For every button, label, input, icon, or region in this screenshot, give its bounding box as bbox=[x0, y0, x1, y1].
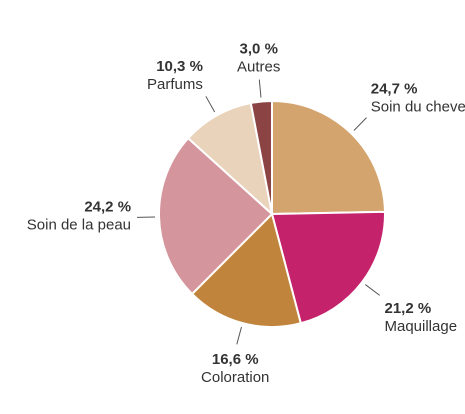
data-label: 24,2 % bbox=[84, 199, 131, 216]
data-label: 3,0 % bbox=[240, 41, 278, 58]
category-label: Maquillage bbox=[384, 318, 457, 335]
pie-slice bbox=[158, 136, 274, 296]
data-label: 16,6 % bbox=[212, 351, 259, 368]
data-label: 10,3 % bbox=[156, 58, 203, 75]
category-label: Parfums bbox=[147, 76, 203, 93]
pie-slice bbox=[186, 101, 274, 217]
pie-slice bbox=[249, 99, 273, 215]
leader-line bbox=[258, 79, 262, 98]
leader-line bbox=[353, 117, 367, 131]
pie-slice bbox=[190, 212, 303, 328]
data-label: 24,7 % bbox=[371, 80, 418, 97]
leader-line bbox=[205, 96, 216, 113]
category-label: Soin de la peau bbox=[27, 217, 131, 234]
leader-line bbox=[236, 326, 242, 345]
category-label: Coloration bbox=[201, 369, 269, 386]
category-label: Soin du cheveu bbox=[371, 98, 465, 115]
leader-line bbox=[365, 284, 381, 296]
pie-slice bbox=[271, 99, 386, 216]
data-label: 21,2 % bbox=[384, 300, 431, 317]
category-label: Autres bbox=[237, 59, 280, 76]
pie-slice bbox=[270, 210, 386, 325]
